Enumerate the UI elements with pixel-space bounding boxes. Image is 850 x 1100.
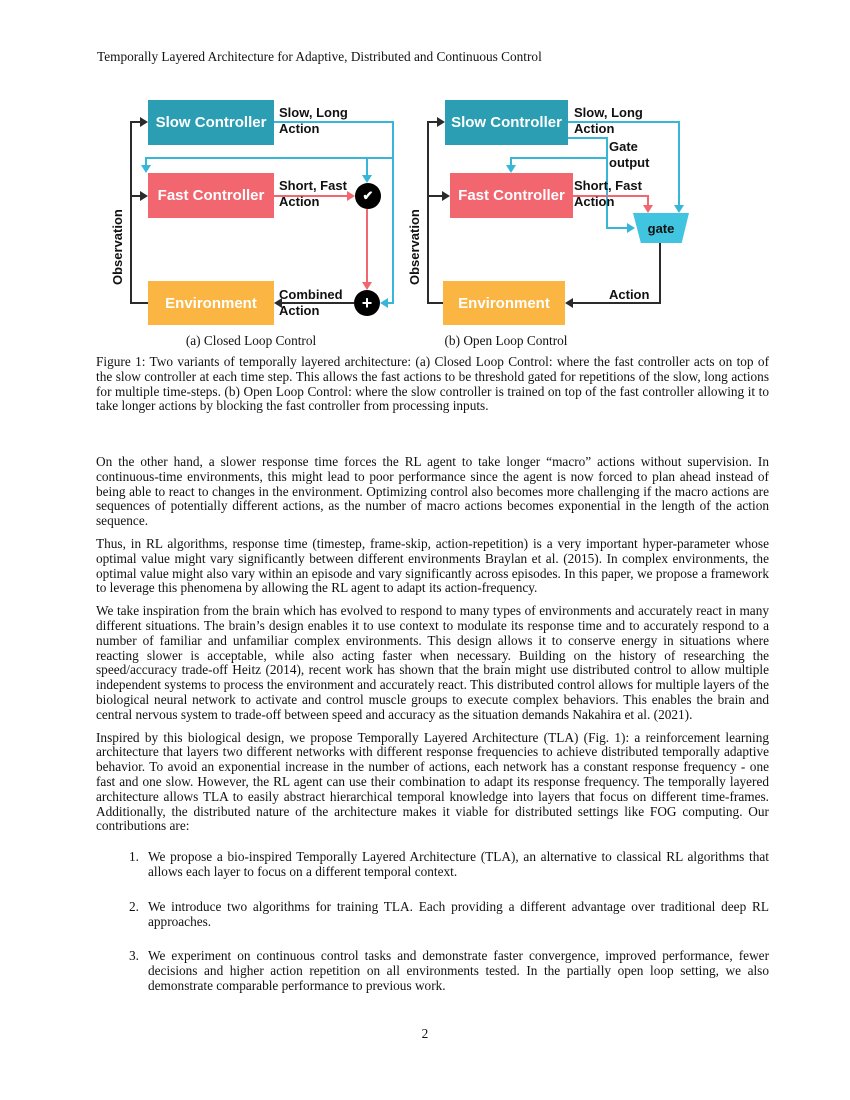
a-slow-action-label-line2: Action	[279, 121, 320, 136]
b-fast-action-label-line1: Short, Fast	[574, 178, 642, 193]
b-gate-output-label: Gate output	[609, 139, 649, 171]
paragraph-3: We take inspiration from the brain which…	[96, 603, 769, 722]
b-gate-output-to-gate-line	[606, 227, 627, 229]
body-text: On the other hand, a slower response tim…	[96, 454, 769, 1014]
b-gate-output-label-line2: output	[609, 155, 650, 170]
list-item-3: 3. We experiment on continuous control t…	[96, 948, 769, 993]
a-observation-label: Observation	[110, 209, 125, 285]
a-slow-action-label-line1: Slow, Long	[279, 105, 348, 120]
a-fast-controller-box: Fast Controller	[148, 173, 274, 218]
b-slow-controller-box: Slow Controller	[445, 100, 568, 145]
figure-caption: Figure 1: Two variants of temporally lay…	[96, 354, 769, 414]
a-slow-to-switch-line	[366, 157, 368, 177]
a-obs-to-slow-arrowhead	[140, 117, 148, 127]
paragraph-4: Inspired by this biological design, we p…	[96, 729, 769, 834]
a-fast-action-arrowhead	[347, 191, 355, 201]
a-fast-action-label-line2: Action	[279, 194, 320, 209]
a-slow-controller-box: Slow Controller	[148, 100, 274, 145]
b-action-label: Action	[609, 287, 650, 302]
a-fast-action-label-line1: Short, Fast	[279, 178, 347, 193]
a-combined-action-label-line2: Action	[279, 303, 320, 318]
list-item-3-number: 3.	[129, 948, 139, 964]
paragraph-1: On the other hand, a slower response tim…	[96, 454, 769, 529]
a-environment-box: Environment	[148, 281, 274, 325]
a-obs-to-fast-arrowhead	[140, 191, 148, 201]
a-combined-action-label-line1: Combined	[279, 287, 343, 302]
b-gate-shape: gate	[633, 213, 689, 243]
a-slow-to-fast-arrowhead	[141, 165, 151, 173]
b-action-line	[573, 302, 661, 304]
page-number: 2	[421, 1026, 429, 1041]
a-subcaption: (a) Closed Loop Control	[185, 333, 317, 348]
b-obs-to-slow-line	[427, 121, 437, 123]
a-slow-action-label: Slow, Long Action	[279, 105, 348, 137]
a-slow-action-line-vertical	[392, 121, 394, 304]
a-slow-to-switch-arrowhead	[362, 175, 372, 183]
b-subcaption: (b) Open Loop Control	[444, 333, 568, 348]
b-gate-to-env-line-vertical	[659, 243, 661, 304]
list-item-2: 2. We introduce two algorithms for train…	[96, 898, 769, 930]
a-combined-action-arrowhead	[274, 298, 282, 308]
b-env-observation-line	[427, 302, 443, 304]
list-item-3-text: We experiment on continuous control task…	[148, 948, 769, 993]
a-combined-action-label: Combined Action	[279, 287, 343, 319]
b-obs-to-slow-arrowhead	[437, 117, 445, 127]
b-obs-to-fast-line	[427, 195, 442, 197]
b-gate-output-label-line1: Gate	[609, 139, 638, 154]
a-slow-to-fast-line	[145, 157, 394, 159]
b-fast-action-line	[573, 195, 649, 197]
b-slow-action-line	[568, 121, 680, 123]
figure-1: Slow Controller Fast Controller Environm…	[96, 95, 768, 353]
a-slow-to-plus-line	[388, 302, 394, 304]
a-observation-line	[130, 122, 132, 304]
b-slow-to-fast-drop-line	[510, 157, 512, 165]
b-slow-to-fast-line	[510, 157, 608, 159]
a-env-observation-line	[130, 302, 148, 304]
b-gate-output-line	[568, 137, 608, 139]
b-slow-action-label: Slow, Long Action	[574, 105, 643, 137]
b-slow-to-fast-arrowhead	[506, 165, 516, 173]
b-fast-controller-box: Fast Controller	[450, 173, 573, 218]
b-obs-to-fast-arrowhead	[442, 191, 450, 201]
a-threshold-switch-icon: ✔	[355, 183, 381, 209]
b-gate-output-arrowhead	[627, 223, 635, 233]
b-fast-action-arrowhead	[643, 205, 653, 213]
list-item-1-number: 1.	[129, 849, 139, 865]
b-environment-box: Environment	[443, 281, 565, 325]
b-slow-action-label-line2: Action	[574, 121, 615, 136]
contributions-list: 1. We propose a bio-inspired Temporally …	[96, 849, 769, 994]
paragraph-2: Thus, in RL algorithms, response time (t…	[96, 535, 769, 596]
running-head: Temporally Layered Architecture for Adap…	[97, 49, 542, 64]
a-slow-to-plus-arrowhead	[380, 298, 388, 308]
a-fast-action-label: Short, Fast Action	[279, 178, 347, 210]
list-item-2-text: We introduce two algorithms for training…	[148, 898, 769, 929]
a-fast-action-line	[274, 195, 348, 197]
a-switch-to-plus-line	[366, 209, 368, 283]
b-slow-action-label-line1: Slow, Long	[574, 105, 643, 120]
a-slow-to-fast-drop-line	[145, 157, 147, 167]
b-fast-action-label-line2: Action	[574, 194, 615, 209]
b-slow-action-arrowhead	[674, 205, 684, 213]
b-fast-action-label: Short, Fast Action	[574, 178, 642, 210]
a-sum-icon: +	[354, 290, 380, 316]
b-action-arrowhead	[565, 298, 573, 308]
b-fast-action-line-vertical	[647, 195, 649, 205]
list-item-2-number: 2.	[129, 898, 139, 914]
list-item-1-text: We propose a bio-inspired Temporally Lay…	[148, 849, 769, 879]
b-observation-label: Observation	[407, 209, 422, 285]
b-gate-output-line-vertical	[606, 137, 608, 228]
a-combined-action-line	[282, 302, 354, 304]
b-observation-line	[427, 122, 429, 304]
b-slow-action-line-vertical	[678, 121, 680, 205]
a-obs-to-fast-line	[130, 195, 142, 197]
a-slow-action-line	[274, 121, 394, 123]
list-item-1: 1. We propose a bio-inspired Temporally …	[96, 849, 769, 880]
a-switch-to-plus-arrowhead	[362, 282, 372, 290]
a-obs-to-slow-line	[130, 121, 142, 123]
